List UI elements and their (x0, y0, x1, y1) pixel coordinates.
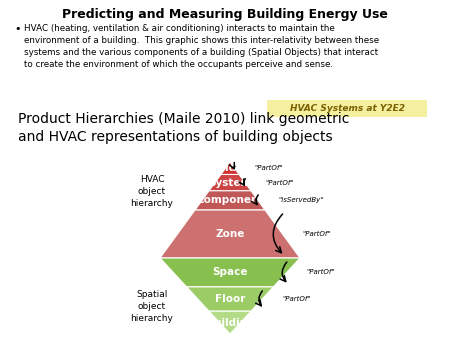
Text: "PartOf": "PartOf" (307, 269, 335, 275)
Polygon shape (209, 174, 251, 191)
Polygon shape (209, 311, 251, 334)
Text: Building: Building (206, 318, 254, 328)
Text: "PartOf": "PartOf" (302, 231, 331, 237)
Polygon shape (187, 287, 274, 311)
Text: HVAC (heating, ventilation & air conditioning) interacts to maintain the
environ: HVAC (heating, ventilation & air conditi… (24, 24, 379, 69)
Text: "PartOf": "PartOf" (265, 179, 294, 186)
Polygon shape (221, 162, 239, 174)
Text: Space: Space (212, 267, 248, 277)
FancyBboxPatch shape (267, 100, 427, 117)
Text: "PartOf": "PartOf" (255, 165, 283, 171)
Text: Zone: Zone (215, 229, 245, 239)
Polygon shape (160, 210, 300, 258)
Text: "PartOf": "PartOf" (282, 296, 311, 302)
Text: HVAC Systems at Y2E2: HVAC Systems at Y2E2 (289, 104, 405, 113)
Text: Product Hierarchies (Maile 2010) link geometric
and HVAC representations of buil: Product Hierarchies (Maile 2010) link ge… (18, 112, 349, 144)
Text: •: • (14, 24, 21, 34)
Text: Building: Building (206, 163, 254, 173)
Polygon shape (195, 191, 265, 210)
Text: Component: Component (196, 195, 264, 206)
Polygon shape (160, 258, 300, 287)
Text: Predicting and Measuring Building Energy Use: Predicting and Measuring Building Energy… (62, 8, 388, 21)
Text: System: System (208, 178, 252, 188)
Text: "isServedBy": "isServedBy" (278, 197, 324, 203)
Text: HVAC
object
hierarchy: HVAC object hierarchy (130, 175, 173, 208)
Text: Spatial
object
hierarchy: Spatial object hierarchy (130, 290, 173, 322)
Text: Floor: Floor (215, 294, 245, 304)
